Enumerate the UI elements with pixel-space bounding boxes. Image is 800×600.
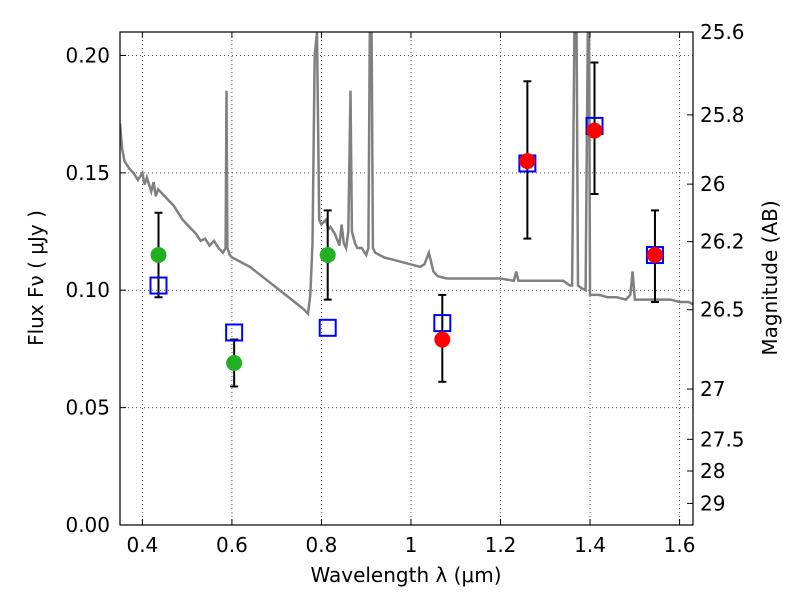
- red-data-point: [586, 122, 603, 139]
- red-data-point: [434, 331, 451, 348]
- y-axis-label: Flux Fν ( μJy ): [24, 210, 48, 346]
- grid: [120, 32, 693, 526]
- model-square-marker: [149, 276, 168, 295]
- right-tick-label: 27.5: [700, 427, 745, 451]
- model-square-marker: [433, 314, 452, 333]
- right-tick-label: 27: [700, 377, 725, 401]
- red-data-point: [519, 153, 536, 170]
- error-bars: [154, 61, 659, 388]
- x-axis-label: Wavelength λ (μm): [310, 563, 501, 587]
- x-tick-label: 1.6: [664, 533, 696, 557]
- x-tick-label: 0.6: [216, 533, 248, 557]
- model-square-marker: [318, 318, 337, 337]
- spectrum-layer: [120, 32, 693, 317]
- right-tick-label: 26: [700, 172, 725, 196]
- red-data-point: [646, 247, 663, 264]
- x-tick-label: 0.8: [306, 533, 338, 557]
- ticks: 0.4 0.6 0.8 1 1.2 1.4 1.6 0.00 0.05 0.10 0.15 0.20 2…: [65, 20, 744, 557]
- right-axis-label: Magnitude (AB): [758, 200, 782, 355]
- right-tick-label: 25.8: [700, 103, 745, 127]
- plot-frame: [119, 31, 694, 526]
- right-tick-label: 29: [700, 491, 725, 515]
- right-tick-label: 26.2: [700, 230, 745, 254]
- green-data-point: [150, 247, 167, 264]
- spectrum-line: [120, 32, 693, 317]
- green-data-point: [226, 355, 243, 372]
- y-tick-label: 0.15: [65, 161, 110, 185]
- right-tick-label: 25.6: [700, 20, 745, 44]
- y-tick-label: 0.00: [65, 513, 110, 537]
- y-tick-label: 0.05: [65, 396, 110, 420]
- x-tick-label: 0.4: [126, 533, 158, 557]
- x-tick-label: 1: [405, 533, 418, 557]
- y-tick-label: 0.10: [65, 278, 110, 302]
- right-tick-label: 28: [700, 459, 725, 483]
- x-tick-label: 1.2: [485, 533, 517, 557]
- x-tick-label: 1.4: [574, 533, 606, 557]
- green-data-point: [319, 247, 336, 264]
- y-tick-label: 0.20: [65, 43, 110, 67]
- right-tick-label: 26.5: [700, 298, 745, 322]
- markers: [149, 116, 664, 372]
- model-square-marker: [225, 323, 244, 342]
